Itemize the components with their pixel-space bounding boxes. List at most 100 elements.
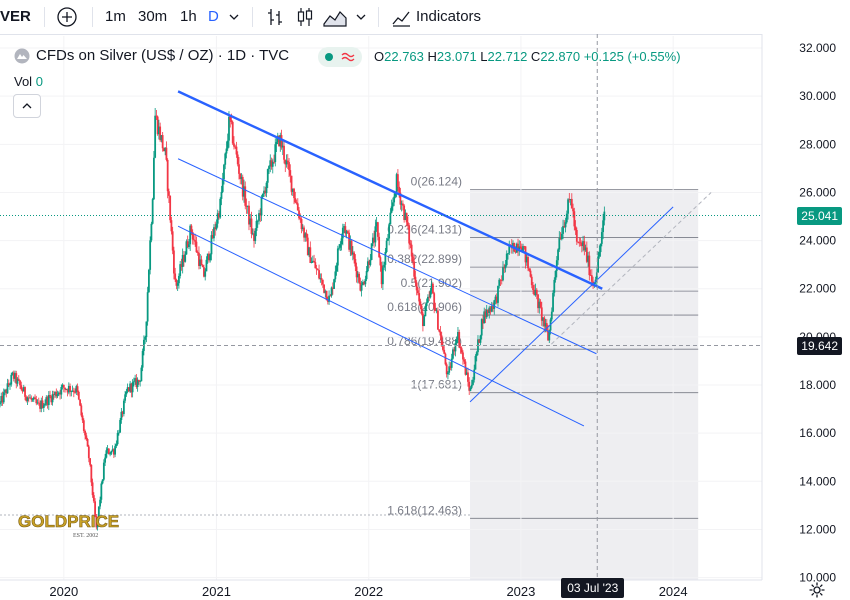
candle-body [320, 278, 323, 280]
candle-body [568, 199, 571, 201]
candle-body [424, 305, 427, 317]
candle-body [443, 349, 446, 354]
candle-body [460, 348, 463, 353]
candle-body [129, 383, 132, 392]
candle-body [204, 271, 207, 277]
candle-body [389, 212, 392, 225]
price-chart[interactable]: 0(26.124)0.236(24.131)0.382(22.899)0.5(2… [0, 34, 850, 600]
candle-body [72, 390, 75, 393]
candle-body [285, 160, 288, 165]
y-tick-label: 12.000 [799, 522, 836, 536]
candle-body [560, 233, 563, 240]
crosshair-date-label: 03 Jul '23 [561, 578, 625, 598]
candle-body [395, 174, 398, 193]
candle-body [84, 430, 86, 436]
candle-body [470, 384, 473, 388]
candle-body [497, 285, 499, 303]
candle-body [455, 339, 458, 343]
candle-body [427, 296, 429, 303]
candle-body [420, 305, 423, 314]
candle-body [414, 276, 417, 283]
candle-body [323, 284, 325, 293]
trendlines[interactable] [177, 90, 712, 427]
candle-body [522, 246, 524, 252]
candle-body [278, 135, 280, 146]
candle-body [160, 135, 163, 141]
candle-body [500, 279, 503, 281]
symbol-search[interactable]: VER [0, 8, 31, 25]
gear-icon[interactable] [808, 581, 826, 599]
candle-body [483, 311, 486, 324]
candle-body [570, 198, 573, 209]
candle-body [158, 126, 160, 135]
candle-body [532, 285, 534, 290]
candle-body [190, 225, 193, 233]
x-tick-label: 2020 [49, 584, 78, 599]
candle-body [537, 294, 539, 309]
plus-circle-icon[interactable] [56, 6, 78, 28]
candle-body [10, 374, 13, 385]
chevron-down-icon[interactable] [228, 12, 240, 22]
candle-body [6, 383, 9, 394]
candle-body [529, 270, 532, 277]
candle-body [520, 247, 523, 252]
candle-body [339, 244, 342, 248]
candle-body [485, 309, 488, 318]
fib-level-label: 0(26.124) [411, 174, 462, 188]
candle-body [603, 211, 606, 221]
candle-body [60, 387, 63, 395]
x-tick-label: 2022 [354, 584, 383, 599]
candle-body [61, 384, 64, 388]
candle-body [159, 126, 162, 141]
candle-body [498, 279, 501, 286]
candle-body [89, 458, 91, 465]
indicators-button[interactable]: Indicators [416, 8, 482, 25]
x-tick-label: 2023 [506, 584, 535, 599]
candle-body [87, 446, 90, 459]
candle-body [203, 267, 205, 277]
area-chart-icon[interactable] [322, 6, 348, 28]
candle-body [552, 292, 554, 312]
candle-body [574, 226, 577, 231]
candle-body [547, 330, 549, 341]
interval-d[interactable]: D [208, 8, 219, 25]
candle-body [127, 387, 130, 392]
chevron-down-icon[interactable] [355, 12, 367, 22]
candle-body [149, 240, 152, 270]
candle-body [300, 218, 303, 230]
interval-30m[interactable]: 30m [138, 8, 168, 25]
candle-body [512, 242, 514, 249]
candle-body [418, 293, 421, 302]
fibonacci-retracement[interactable]: 0(26.124)0.236(24.131)0.382(22.899)0.5(2… [387, 174, 699, 580]
candle-body [0, 396, 3, 403]
candle-body [518, 246, 521, 251]
candle-body [569, 198, 572, 200]
candle-body [161, 135, 164, 149]
candles-icon[interactable] [294, 6, 316, 28]
candle-body [319, 278, 322, 279]
candle-body [384, 251, 387, 265]
candle-body [4, 389, 6, 393]
chart-legend-title[interactable]: CFDs on Silver (US$ / OZ) · 1D · TVC [14, 47, 289, 64]
interval-1h[interactable]: 1h [180, 8, 197, 25]
candle-body [44, 403, 46, 406]
candle-body [254, 230, 257, 242]
candle-body [445, 364, 448, 375]
market-status-badge[interactable] [318, 47, 362, 67]
candle-body [399, 192, 402, 205]
candle-body [425, 302, 428, 306]
candle-body [155, 115, 158, 117]
candle-body [306, 237, 309, 256]
candle-body [351, 252, 354, 255]
candle-body [110, 450, 113, 454]
candle-body [208, 253, 210, 261]
candle-body [326, 300, 329, 302]
candle-body [188, 244, 190, 248]
candle-body [415, 282, 418, 291]
indicators-icon[interactable] [390, 6, 412, 28]
candle-body [249, 218, 252, 225]
candle-body [580, 242, 583, 247]
interval-1m[interactable]: 1m [105, 8, 126, 25]
bar-chart-icon[interactable] [264, 6, 286, 28]
collapse-legend-button[interactable] [13, 94, 41, 118]
